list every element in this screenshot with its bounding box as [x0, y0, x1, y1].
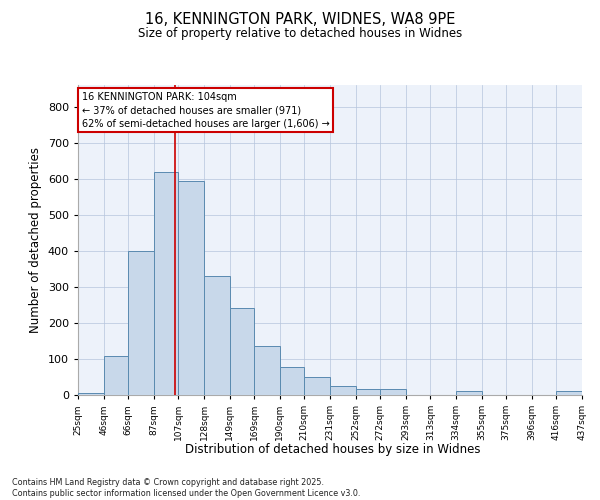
Bar: [556, 392, 582, 395]
Y-axis label: Number of detached properties: Number of detached properties: [29, 147, 42, 333]
Bar: [254, 346, 280, 395]
Text: Contains HM Land Registry data © Crown copyright and database right 2025.
Contai: Contains HM Land Registry data © Crown c…: [12, 478, 361, 498]
Bar: [154, 172, 178, 395]
Text: Size of property relative to detached houses in Widnes: Size of property relative to detached ho…: [138, 28, 462, 40]
Bar: [178, 181, 204, 395]
Bar: [304, 377, 330, 395]
Bar: [78, 393, 104, 395]
Bar: [356, 388, 380, 395]
Text: 16, KENNINGTON PARK, WIDNES, WA8 9PE: 16, KENNINGTON PARK, WIDNES, WA8 9PE: [145, 12, 455, 28]
Text: 16 KENNINGTON PARK: 104sqm
← 37% of detached houses are smaller (971)
62% of sem: 16 KENNINGTON PARK: 104sqm ← 37% of deta…: [82, 92, 329, 128]
Bar: [128, 251, 154, 395]
Bar: [380, 388, 406, 395]
Bar: [230, 308, 254, 395]
Bar: [280, 367, 304, 395]
Bar: [204, 276, 230, 395]
Bar: [330, 386, 356, 395]
Text: Distribution of detached houses by size in Widnes: Distribution of detached houses by size …: [185, 442, 481, 456]
Bar: [456, 392, 482, 395]
Bar: [104, 356, 128, 395]
